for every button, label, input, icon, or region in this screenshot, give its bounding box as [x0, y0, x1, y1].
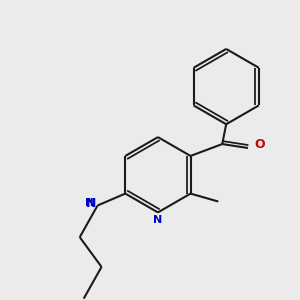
- Text: N: N: [153, 215, 163, 225]
- Text: O: O: [254, 138, 265, 151]
- Text: H: H: [85, 197, 94, 208]
- Text: N: N: [86, 197, 97, 210]
